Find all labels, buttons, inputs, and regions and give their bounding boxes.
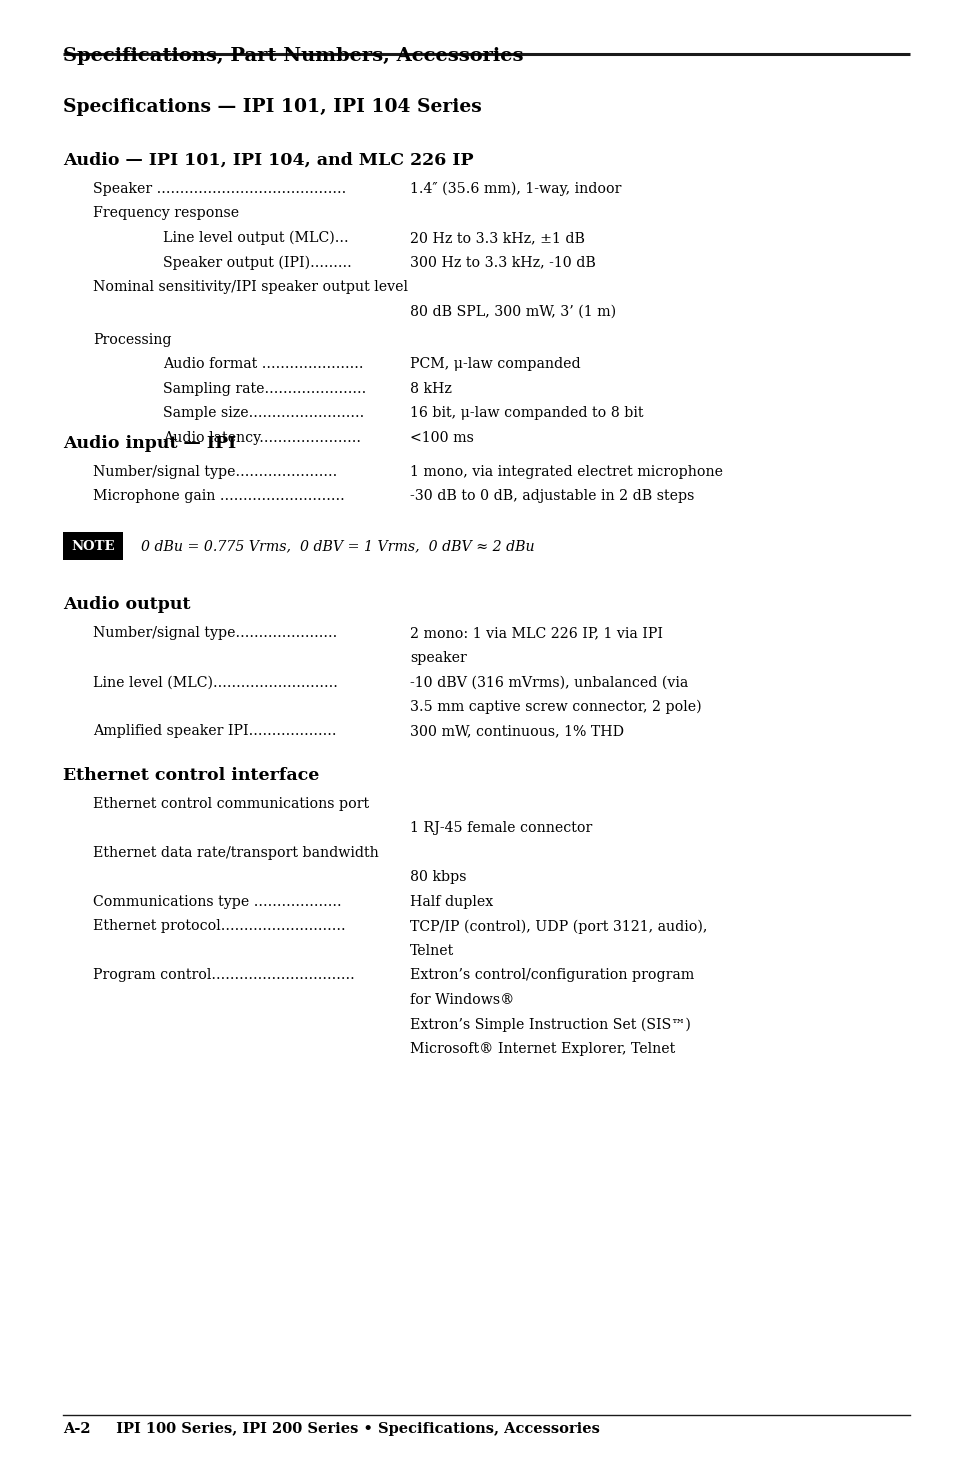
Text: 80 dB SPL, 300 mW, 3’ (1 m): 80 dB SPL, 300 mW, 3’ (1 m) <box>410 304 616 319</box>
Text: -30 dB to 0 dB, adjustable in 2 dB steps: -30 dB to 0 dB, adjustable in 2 dB steps <box>410 490 694 503</box>
Text: for Windows®: for Windows® <box>410 993 514 1007</box>
Text: Specifications — IPI 101, IPI 104 Series: Specifications — IPI 101, IPI 104 Series <box>63 97 481 117</box>
Text: Audio output: Audio output <box>63 596 191 614</box>
Text: Ethernet protocol...........................: Ethernet protocol.......................… <box>92 919 345 934</box>
Text: 80 kbps: 80 kbps <box>410 870 466 885</box>
Text: Half duplex: Half duplex <box>410 895 493 909</box>
Text: Microphone gain ...........................: Microphone gain ........................… <box>92 490 344 503</box>
Text: 1 mono, via integrated electret microphone: 1 mono, via integrated electret micropho… <box>410 465 722 479</box>
Text: 300 Hz to 3.3 kHz, -10 dB: 300 Hz to 3.3 kHz, -10 dB <box>410 255 596 270</box>
Text: 8 kHz: 8 kHz <box>410 382 452 395</box>
Text: Speaker output (IPI).........: Speaker output (IPI)......... <box>163 255 352 270</box>
Text: Ethernet control communications port: Ethernet control communications port <box>92 796 369 811</box>
Text: <100 ms: <100 ms <box>410 431 474 445</box>
Text: 16 bit, μ-law companded to 8 bit: 16 bit, μ-law companded to 8 bit <box>410 407 643 420</box>
Text: Extron’s control/configuration program: Extron’s control/configuration program <box>410 969 694 982</box>
Text: 0 dBu = 0.775 Vrms,  0 dBV = 1 Vrms,  0 dBV ≈ 2 dBu: 0 dBu = 0.775 Vrms, 0 dBV = 1 Vrms, 0 dB… <box>141 540 534 553</box>
Text: Specifications, Part Numbers, Accessories: Specifications, Part Numbers, Accessorie… <box>63 47 523 65</box>
Text: Audio latency......................: Audio latency...................... <box>163 431 360 445</box>
Text: Frequency response: Frequency response <box>92 207 239 220</box>
Text: 20 Hz to 3.3 kHz, ±1 dB: 20 Hz to 3.3 kHz, ±1 dB <box>410 232 584 245</box>
Text: 1.4″ (35.6 mm), 1-way, indoor: 1.4″ (35.6 mm), 1-way, indoor <box>410 181 620 196</box>
Text: Line level output (MLC)...: Line level output (MLC)... <box>163 232 348 245</box>
Text: TCP/IP (control), UDP (port 3121, audio),: TCP/IP (control), UDP (port 3121, audio)… <box>410 919 706 934</box>
Text: Communications type ...................: Communications type ................... <box>92 895 341 909</box>
Text: -10 dBV (316 mVrms), unbalanced (via: -10 dBV (316 mVrms), unbalanced (via <box>410 676 687 689</box>
Text: Program control...............................: Program control.........................… <box>92 969 355 982</box>
Text: Processing: Processing <box>92 333 172 347</box>
Text: Speaker .........................................: Speaker ................................… <box>92 181 346 196</box>
Text: Nominal sensitivity/IPI speaker output level: Nominal sensitivity/IPI speaker output l… <box>92 280 408 294</box>
Text: Line level (MLC)...........................: Line level (MLC)........................… <box>92 676 337 689</box>
Text: Audio format ......................: Audio format ...................... <box>163 357 363 372</box>
Text: Number/signal type......................: Number/signal type...................... <box>92 465 337 479</box>
Text: Sampling rate......................: Sampling rate...................... <box>163 382 366 395</box>
Text: NOTE: NOTE <box>71 540 114 553</box>
Text: Audio input — IPI: Audio input — IPI <box>63 435 236 451</box>
Text: Audio — IPI 101, IPI 104, and MLC 226 IP: Audio — IPI 101, IPI 104, and MLC 226 IP <box>63 152 473 170</box>
Text: PCM, μ-law companded: PCM, μ-law companded <box>410 357 580 372</box>
Text: Number/signal type......................: Number/signal type...................... <box>92 627 337 640</box>
Text: 2 mono: 1 via MLC 226 IP, 1 via IPI: 2 mono: 1 via MLC 226 IP, 1 via IPI <box>410 627 662 640</box>
FancyBboxPatch shape <box>63 532 123 560</box>
Text: A-2     IPI 100 Series, IPI 200 Series • Specifications, Accessories: A-2 IPI 100 Series, IPI 200 Series • Spe… <box>63 1422 599 1437</box>
Text: Sample size.........................: Sample size......................... <box>163 407 364 420</box>
Text: 1 RJ-45 female connector: 1 RJ-45 female connector <box>410 822 592 835</box>
Text: 300 mW, continuous, 1% THD: 300 mW, continuous, 1% THD <box>410 724 623 739</box>
Text: Extron’s Simple Instruction Set (SIS™): Extron’s Simple Instruction Set (SIS™) <box>410 1018 690 1032</box>
Text: Ethernet control interface: Ethernet control interface <box>63 767 319 785</box>
Text: 3.5 mm captive screw connector, 2 pole): 3.5 mm captive screw connector, 2 pole) <box>410 701 700 714</box>
Text: Amplified speaker IPI...................: Amplified speaker IPI................... <box>92 724 336 739</box>
Text: speaker: speaker <box>410 650 466 665</box>
Text: Microsoft® Internet Explorer, Telnet: Microsoft® Internet Explorer, Telnet <box>410 1041 675 1056</box>
Text: Ethernet data rate/transport bandwidth: Ethernet data rate/transport bandwidth <box>92 847 378 860</box>
Text: Telnet: Telnet <box>410 944 454 957</box>
